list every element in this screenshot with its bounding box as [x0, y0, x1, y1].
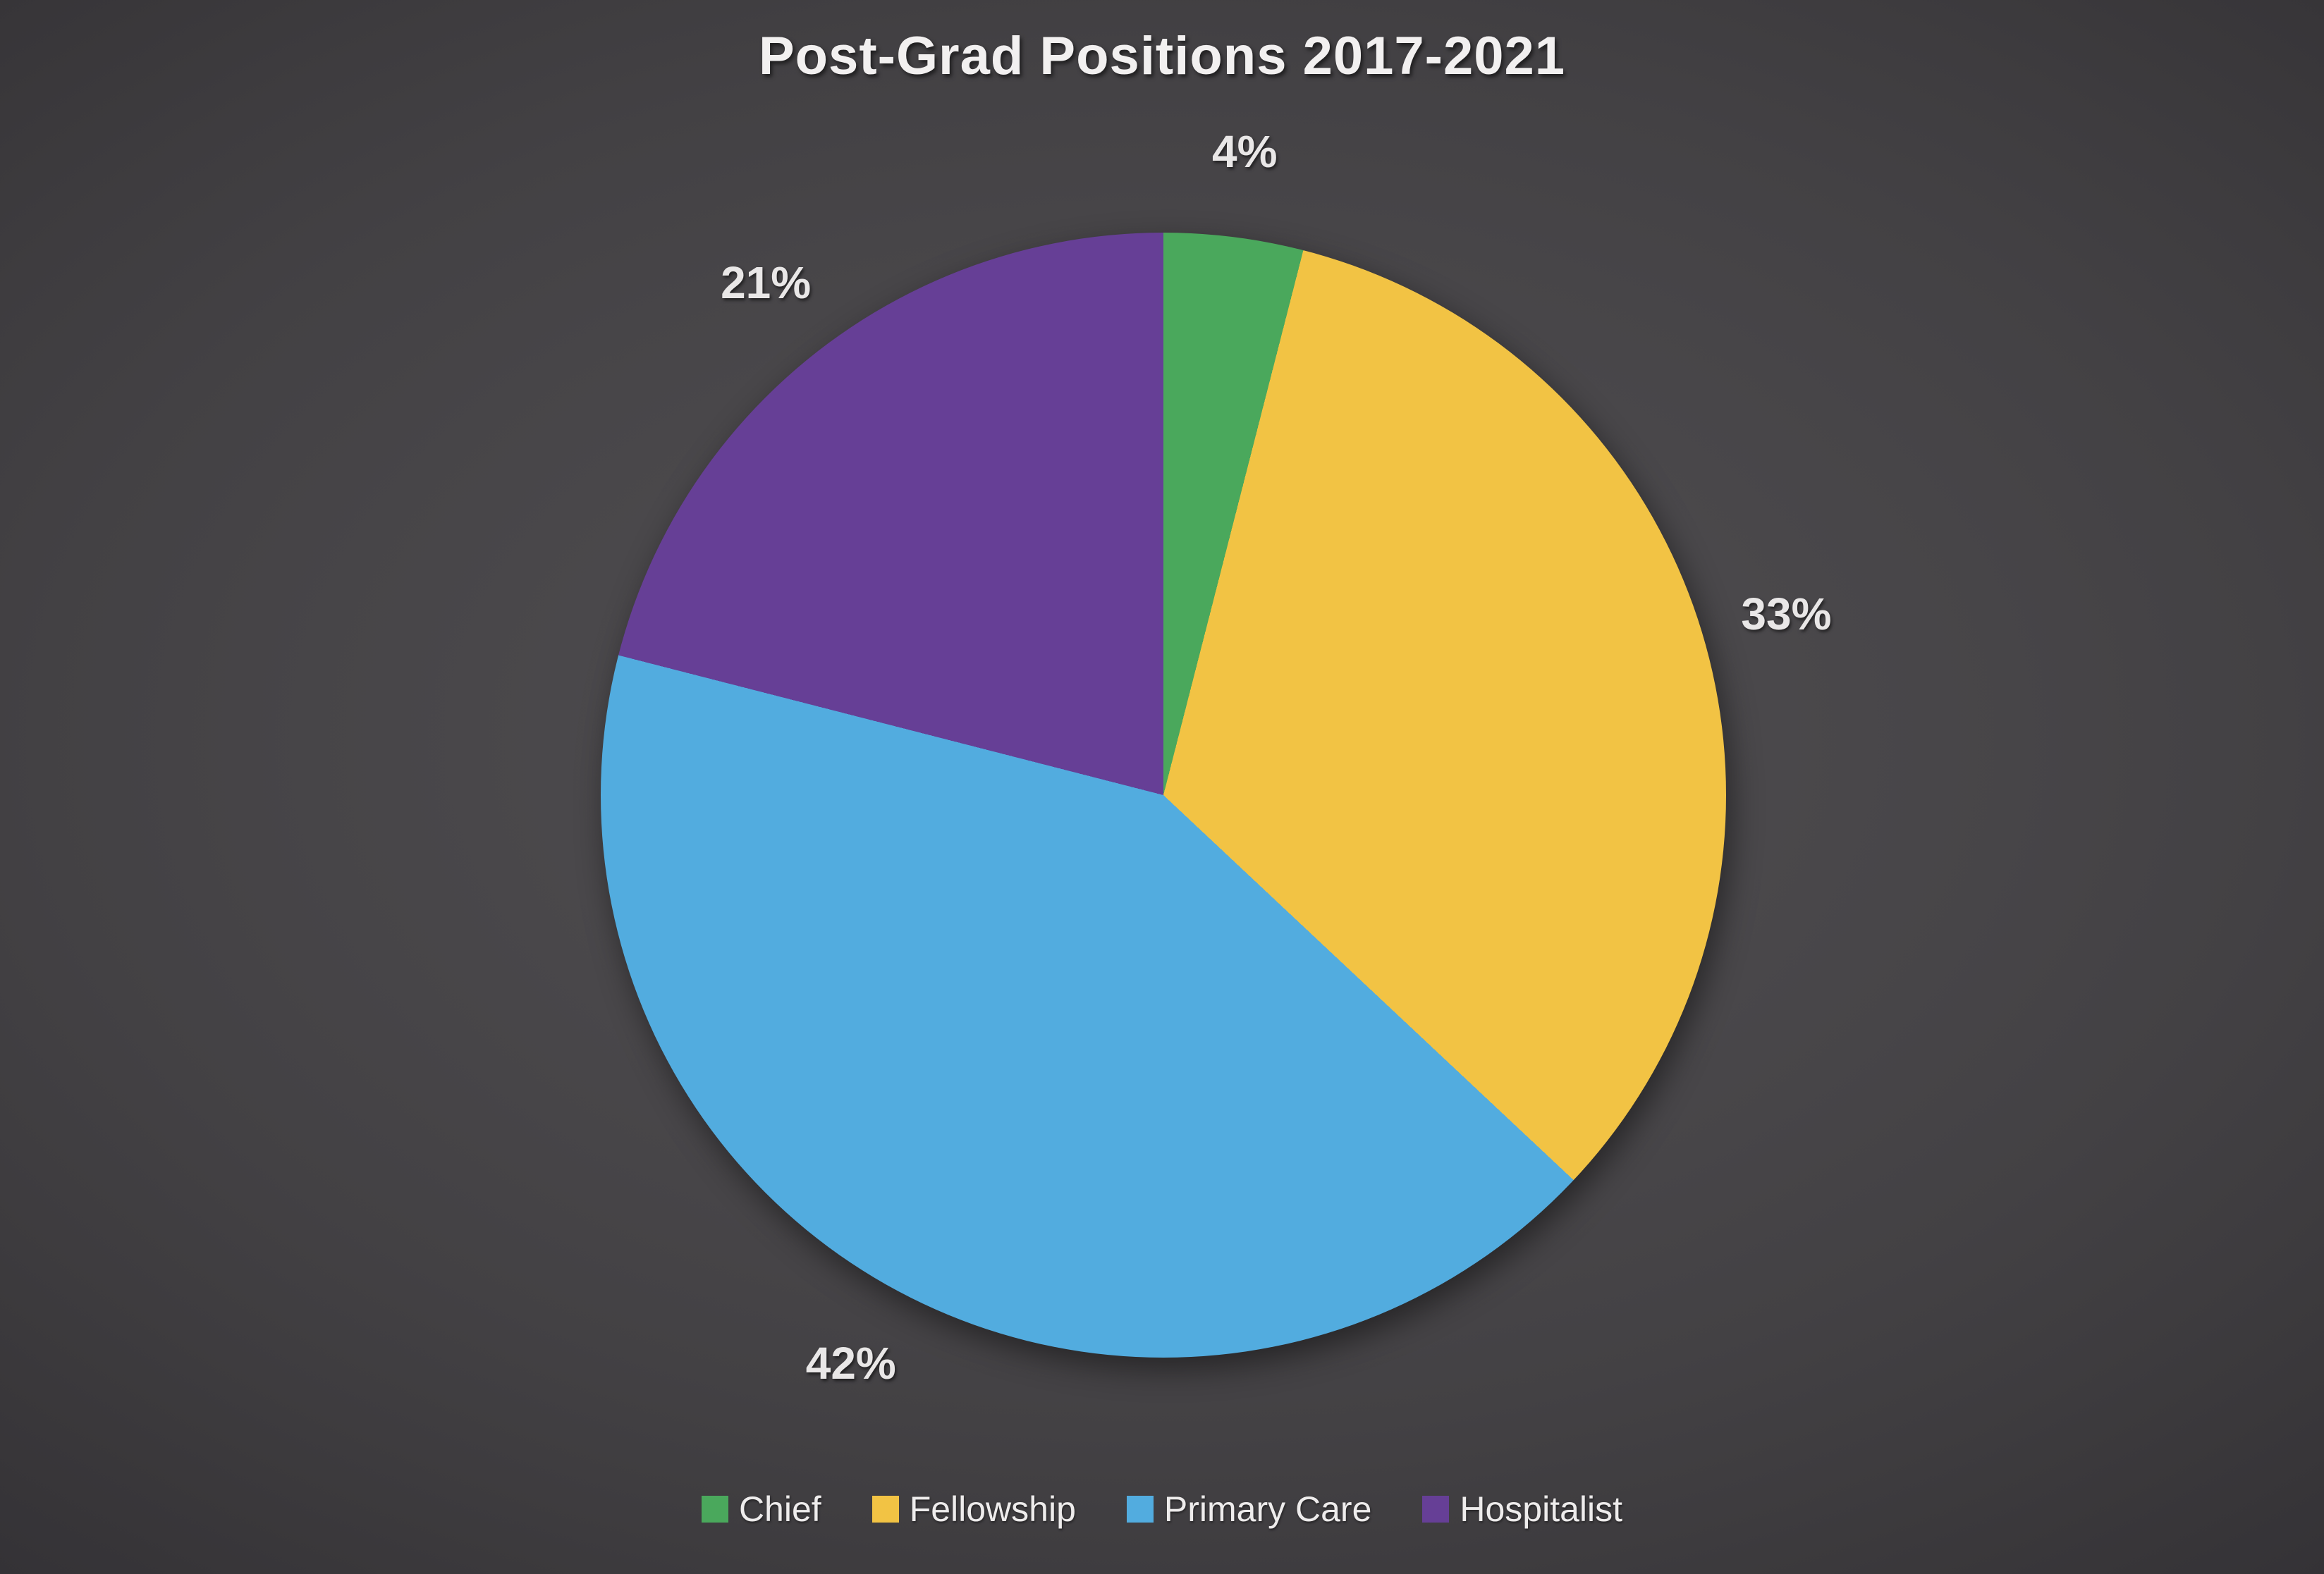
- legend-item-primary-care: Primary Care: [1126, 1489, 1372, 1530]
- legend-label-chief: Chief: [738, 1489, 821, 1529]
- legend-item-fellowship: Fellowship: [872, 1489, 1076, 1530]
- legend-label-fellowship: Fellowship: [909, 1489, 1076, 1529]
- legend-label-hospitalist: Hospitalist: [1460, 1489, 1623, 1529]
- legend-marker-chief: [701, 1496, 728, 1523]
- legend-marker-hospitalist: [1422, 1496, 1450, 1523]
- legend-marker-primary-care: [1126, 1496, 1154, 1523]
- legend-item-chief: Chief: [701, 1489, 821, 1530]
- pie-label-3: 21%: [721, 257, 812, 309]
- pie-plot-area: [601, 233, 1726, 1358]
- legend-item-hospitalist: Hospitalist: [1422, 1489, 1622, 1530]
- pie-label-0: 4%: [1212, 126, 1278, 178]
- pie-label-1: 33%: [1741, 589, 1832, 640]
- legend-label-primary-care: Primary Care: [1163, 1489, 1372, 1529]
- chart-legend: Chief Fellowship Primary Care Hospitalis…: [0, 1489, 2324, 1530]
- legend-marker-fellowship: [872, 1496, 899, 1523]
- pie-label-2: 42%: [805, 1338, 896, 1389]
- chart-title: Post-Grad Positions 2017-2021: [758, 26, 1566, 86]
